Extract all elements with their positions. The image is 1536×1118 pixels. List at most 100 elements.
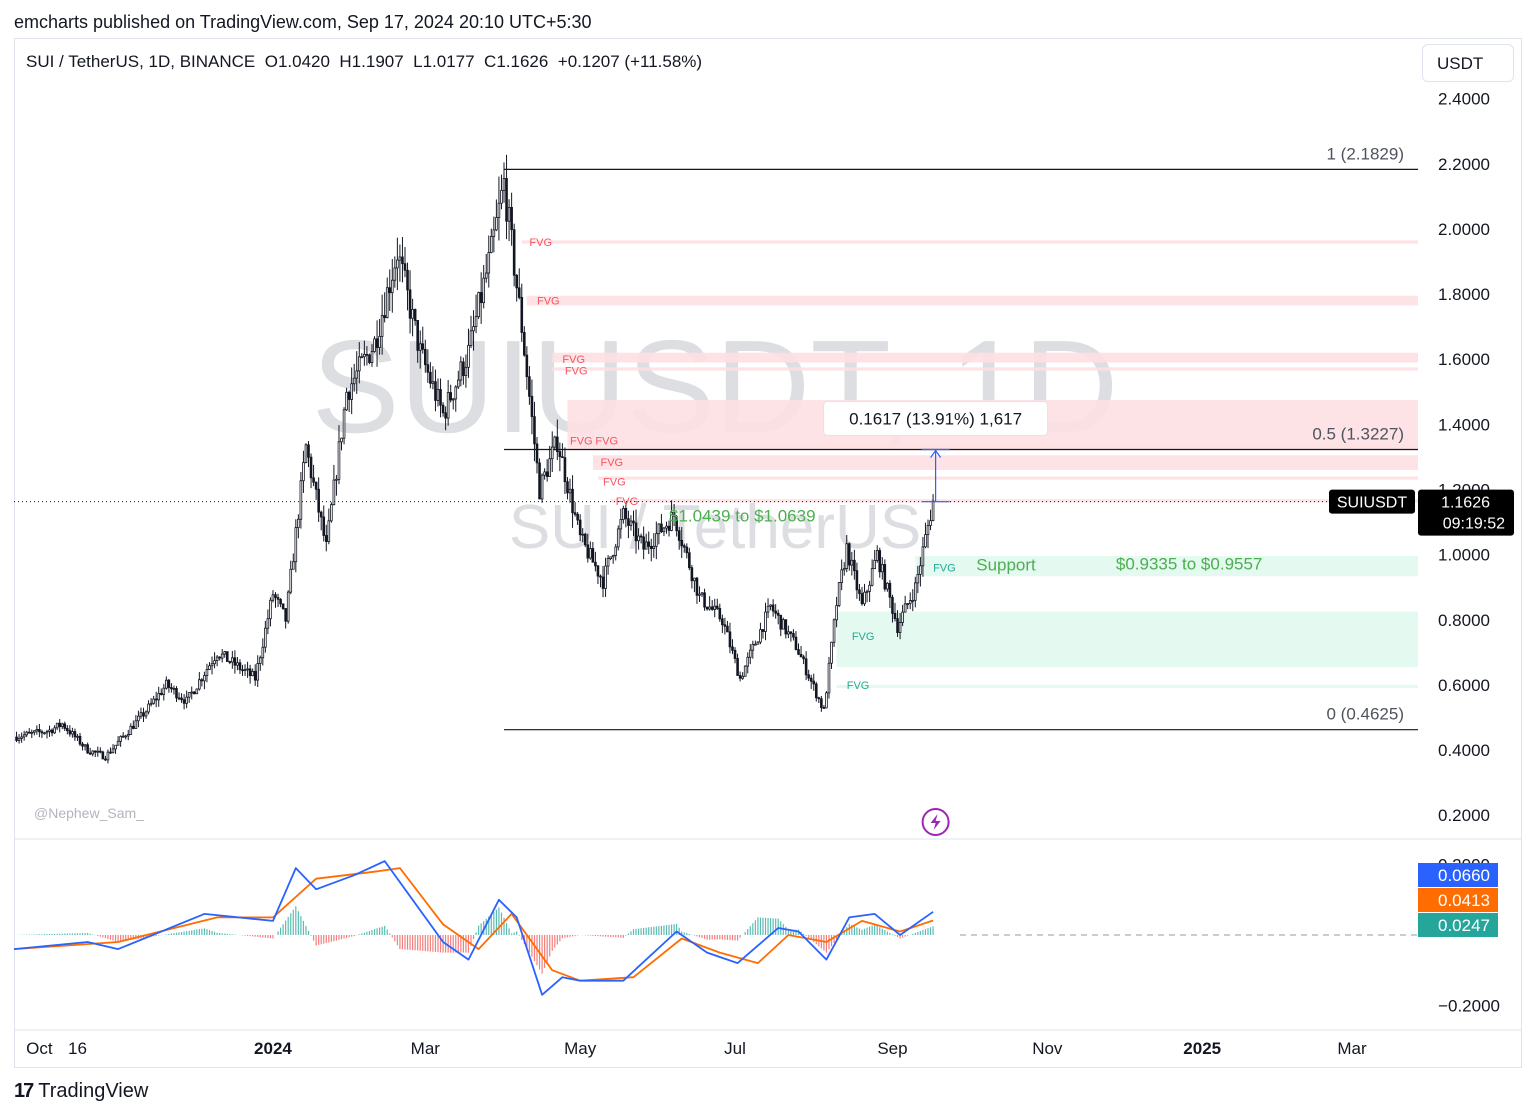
- candle-body: [573, 512, 577, 515]
- candle-body: [649, 545, 653, 549]
- candle-body: [423, 348, 427, 366]
- candle-body: [629, 520, 633, 526]
- candle-body: [700, 592, 704, 595]
- candle-body: [390, 279, 394, 294]
- candle-body: [451, 398, 455, 401]
- candle-body: [439, 389, 442, 406]
- candle-body: [929, 520, 932, 526]
- fvg-bullish-zone: [836, 684, 1418, 689]
- candle-body: [462, 361, 465, 376]
- candle-body: [487, 252, 491, 274]
- candle-body: [152, 698, 155, 704]
- legend-symbol[interactable]: SUI / TetherUS, 1D, BINANCE: [26, 52, 256, 71]
- fvg-label: FVG: [565, 366, 588, 378]
- candle-body: [472, 326, 475, 332]
- symbol-tag-bg: [1329, 489, 1415, 514]
- candle-body: [378, 335, 381, 348]
- candle-body: [741, 675, 744, 679]
- candle-body: [297, 518, 300, 529]
- time-axis-tick: Sep: [877, 1039, 907, 1058]
- candle-body: [126, 734, 130, 737]
- candle-body: [568, 488, 572, 494]
- candle-body: [236, 662, 239, 666]
- candle-body: [891, 596, 894, 614]
- candle-body: [787, 631, 790, 635]
- candle-body: [302, 462, 305, 482]
- candle-body: [581, 533, 585, 536]
- candle-body: [246, 668, 249, 671]
- candle-body: [210, 663, 214, 667]
- candle-body: [693, 577, 696, 582]
- candle-body: [812, 680, 816, 685]
- measure-arrow: [930, 449, 942, 458]
- fvg-bullish-zone: [915, 556, 1418, 577]
- candle-body: [253, 671, 257, 681]
- candle-body: [317, 488, 320, 513]
- candle-body: [657, 523, 661, 535]
- candle-body: [660, 523, 663, 533]
- time-axis-tick: Mar: [411, 1039, 441, 1058]
- candle-body: [66, 728, 69, 731]
- tradingview-footer[interactable]: 17 TradingView: [14, 1080, 148, 1103]
- candle-body: [634, 522, 638, 542]
- candle-body: [431, 381, 435, 384]
- candle-body: [413, 309, 417, 321]
- candle-body: [497, 202, 501, 218]
- candle-body: [482, 277, 485, 304]
- candle-body: [396, 259, 399, 269]
- candle-body: [807, 674, 810, 679]
- candle-body: [162, 687, 166, 695]
- candle-body: [91, 750, 95, 755]
- candle-body: [45, 731, 49, 734]
- currency-button[interactable]: USDT: [1422, 44, 1514, 82]
- macd-value-tag: 0.0247: [1438, 916, 1490, 935]
- candle-body: [484, 272, 488, 279]
- candle-body: [213, 660, 216, 665]
- candle-body: [350, 383, 353, 400]
- candle-body: [165, 679, 168, 689]
- candle-body: [411, 309, 414, 319]
- candle-body: [804, 658, 808, 676]
- candle-body: [875, 550, 879, 561]
- candle-body: [495, 217, 498, 231]
- candle-body: [586, 544, 590, 559]
- candle-body: [599, 575, 602, 578]
- candle-body: [218, 656, 221, 659]
- macd-signal-line: [13, 867, 934, 982]
- countdown-tag: 09:19:52: [1443, 516, 1505, 533]
- candle-body: [68, 730, 72, 735]
- candle-body: [505, 178, 508, 222]
- candle-body: [220, 653, 224, 659]
- candle-body: [710, 606, 714, 610]
- candle-body: [530, 395, 534, 418]
- candle-body: [715, 605, 719, 609]
- candle-body: [459, 361, 463, 381]
- candle-body: [784, 619, 788, 635]
- price-axis-tick: 0.2000: [1438, 806, 1490, 825]
- candle-body: [30, 731, 34, 734]
- candle-body: [347, 391, 351, 400]
- candle-body: [880, 564, 884, 573]
- candle-body: [225, 651, 229, 662]
- candle-body: [639, 535, 643, 538]
- candle-body: [771, 604, 775, 612]
- candle-body: [403, 263, 407, 271]
- candle-body: [312, 477, 315, 483]
- legend-close: C1.1626: [484, 52, 549, 71]
- candle-body: [835, 605, 838, 621]
- candle-body: [258, 657, 262, 664]
- candle-body: [799, 653, 803, 658]
- candle-body: [134, 720, 138, 729]
- candle-body: [416, 320, 419, 351]
- candle-body: [896, 618, 899, 633]
- candle-body: [924, 534, 927, 548]
- candle-body: [319, 511, 323, 518]
- candle-body: [73, 731, 77, 738]
- candle-body: [855, 570, 859, 591]
- candle-body: [794, 636, 798, 650]
- candle-body: [858, 589, 861, 594]
- macd-value-tag: 0.0413: [1438, 891, 1490, 910]
- candle-body: [761, 629, 765, 632]
- candle-body: [535, 443, 539, 464]
